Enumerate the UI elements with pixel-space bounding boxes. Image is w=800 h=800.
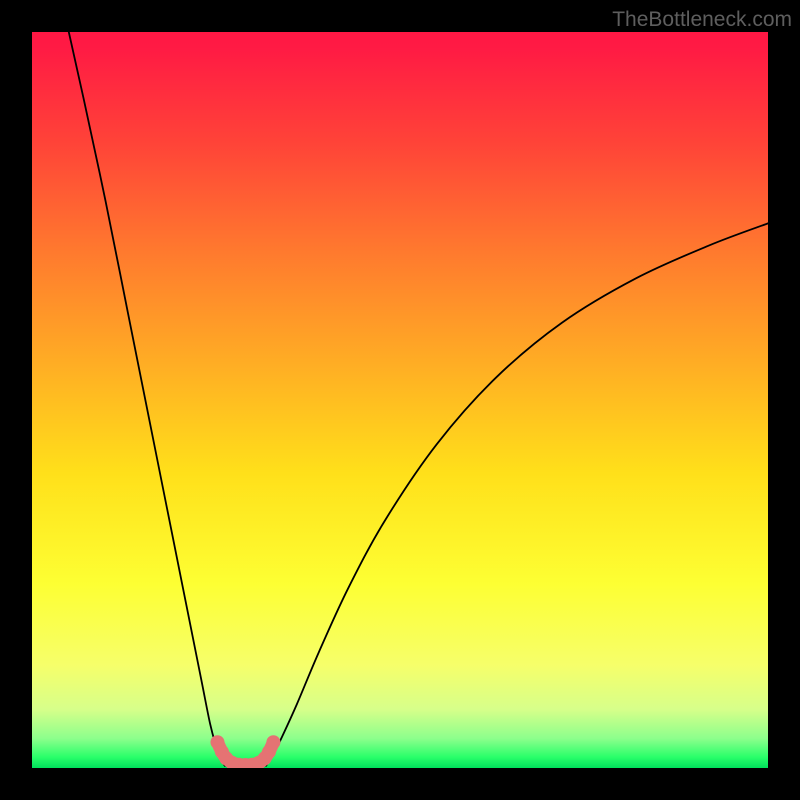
plot-background xyxy=(32,32,768,768)
valley-marker xyxy=(266,735,280,749)
chart-svg: TheBottleneck.com xyxy=(0,0,800,800)
stage: TheBottleneck.com xyxy=(0,0,800,800)
watermark-text: TheBottleneck.com xyxy=(612,8,792,31)
